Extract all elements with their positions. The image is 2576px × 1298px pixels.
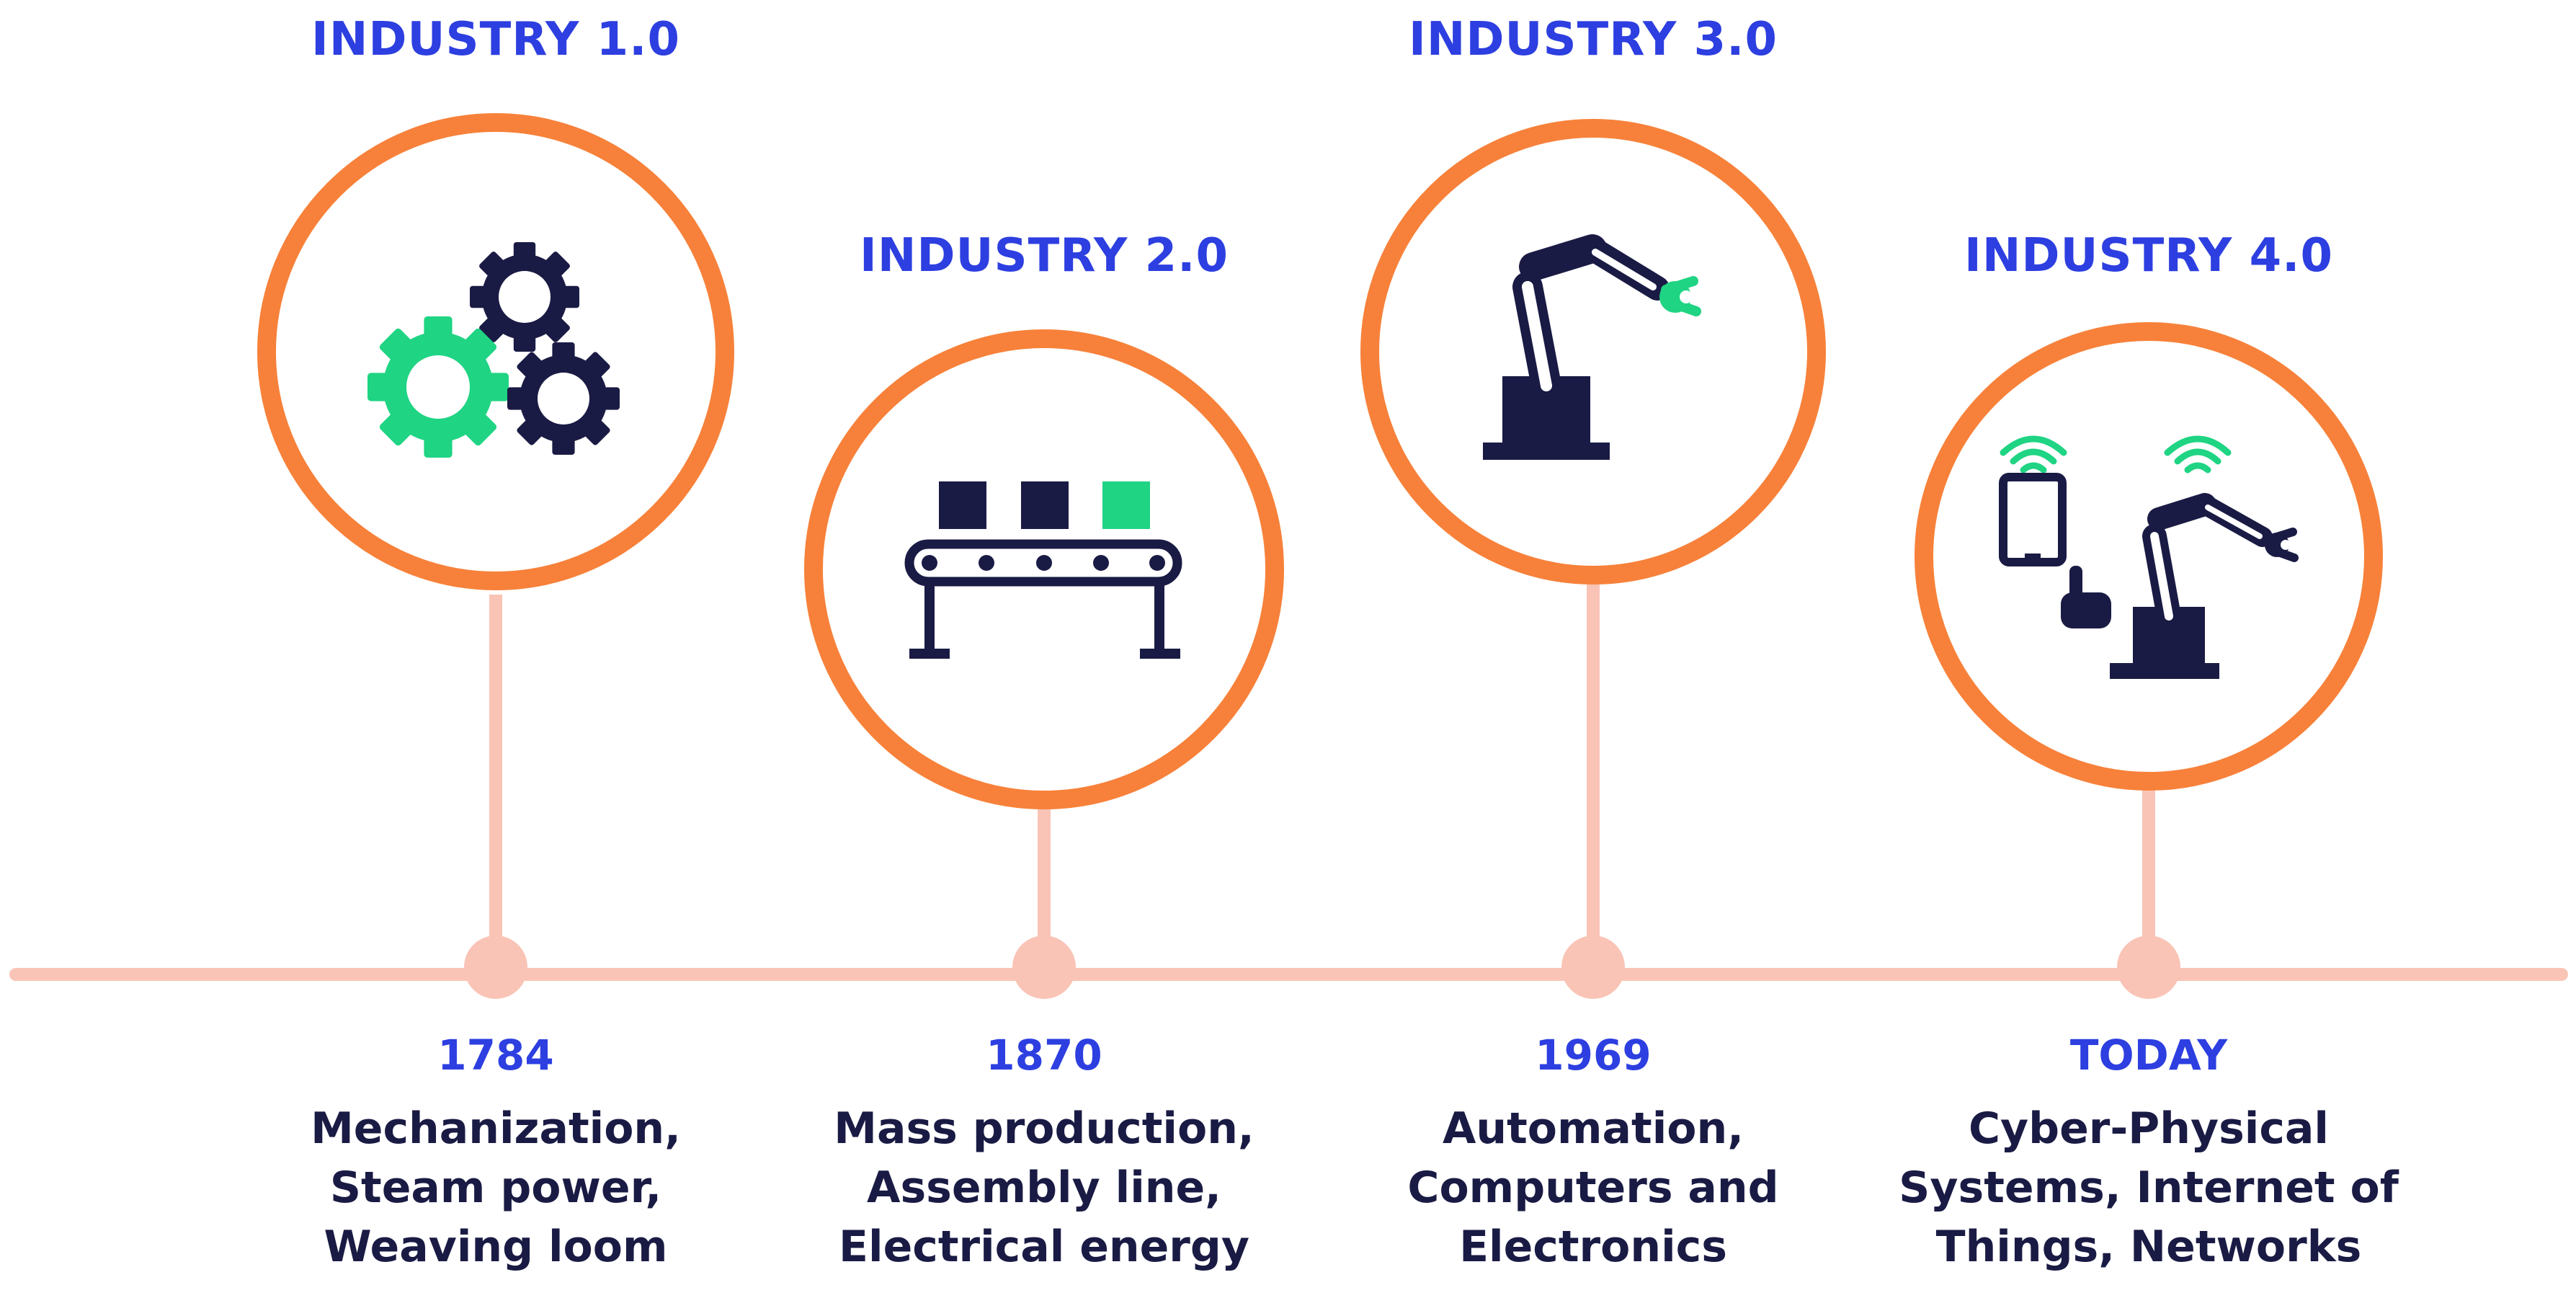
description-line: Electronics	[1459, 1222, 1727, 1272]
stage-circle-1	[257, 113, 734, 590]
year-label-3: 1969	[1535, 1031, 1652, 1080]
description-line: Systems, Internet of	[1899, 1163, 2399, 1213]
timeline-dot-2	[1012, 935, 1076, 999]
timeline-dot-4	[2117, 935, 2180, 999]
timeline-dot-1	[464, 935, 527, 999]
year-label-1: 1784	[437, 1031, 554, 1080]
description-line: Assembly line,	[867, 1163, 1221, 1213]
description-line: Cyber-Physical	[1969, 1103, 2329, 1154]
stage-title-1: INDUSTRY 1.0	[311, 13, 680, 66]
description-line: Mechanization,	[311, 1103, 681, 1154]
year-label-4: TODAY	[2069, 1031, 2228, 1080]
conveyor-belt-icon	[904, 481, 1182, 659]
description-line: Mass production,	[834, 1103, 1254, 1154]
timeline-dot-3	[1561, 935, 1625, 999]
stage-description-1: Mechanization, Steam power, Weaving loom	[208, 1099, 784, 1276]
description-line: Computers and	[1407, 1163, 1779, 1213]
description-line: Steam power,	[329, 1163, 662, 1213]
stage-title-3: INDUSTRY 3.0	[1409, 13, 1778, 66]
description-line: Automation,	[1442, 1103, 1744, 1154]
year-label-2: 1870	[986, 1031, 1102, 1080]
stage-circle-3	[1360, 119, 1826, 584]
connected-robot-icon	[1999, 439, 2299, 679]
stage-title-4: INDUSTRY 4.0	[1964, 229, 2333, 283]
description-line: Weaving loom	[324, 1222, 668, 1272]
gears-icon	[367, 242, 620, 458]
stage-description-3: Automation, Computers and Electronics	[1305, 1099, 1881, 1276]
stage-title-2: INDUSTRY 2.0	[860, 229, 1229, 283]
description-line: Electrical energy	[839, 1222, 1249, 1272]
stage-description-2: Mass production, Assembly line, Electric…	[756, 1099, 1332, 1276]
stage-description-4: Cyber-Physical Systems, Internet of Thin…	[1860, 1099, 2437, 1276]
robot-arm-icon	[1483, 234, 1701, 460]
description-line: Things, Networks	[1935, 1222, 2362, 1272]
